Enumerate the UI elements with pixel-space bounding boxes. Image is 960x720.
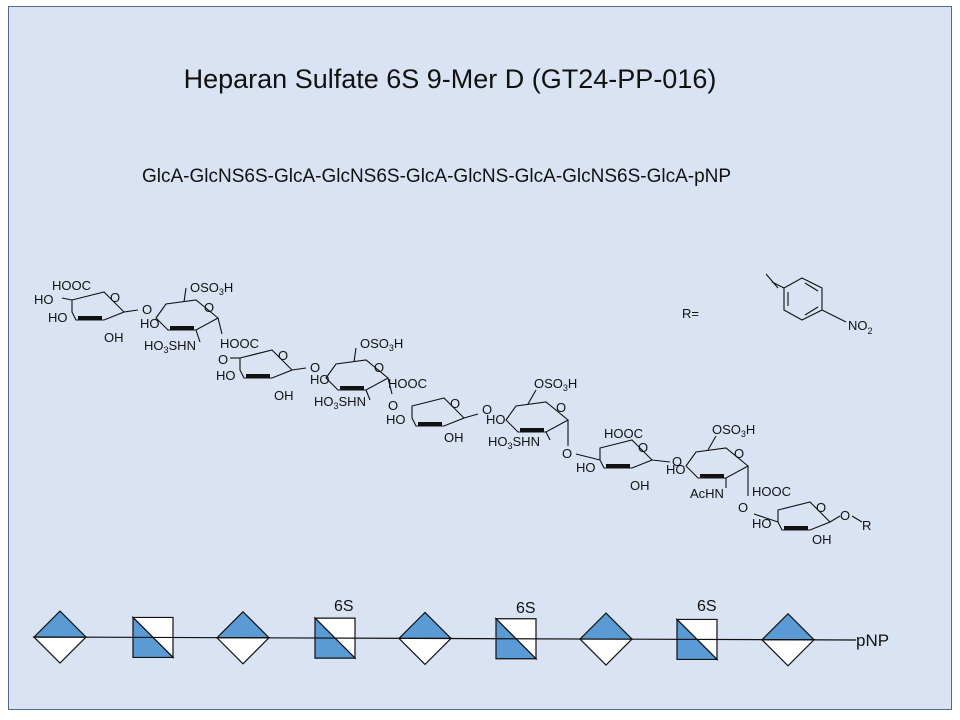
- label-o: O: [482, 402, 492, 417]
- label-ho3shn: HO3SHN: [314, 394, 366, 411]
- label-o: O: [278, 348, 288, 363]
- label-r: R: [862, 518, 871, 533]
- ring-glca-1: HOOC HO HO OH O O: [34, 278, 152, 345]
- label-ho: HO: [576, 460, 596, 475]
- sulfation-label-6s: 6S: [697, 598, 717, 615]
- label-o: O: [374, 360, 384, 375]
- label-o: O: [142, 302, 152, 317]
- label-oh: OH: [812, 532, 832, 547]
- r-equals-label: R=: [682, 306, 699, 321]
- label-o: O: [218, 352, 228, 367]
- label-ho3shn: HO3SHN: [488, 434, 540, 451]
- label-oso3h: OSO3H: [534, 376, 577, 393]
- label-oh: OH: [274, 388, 294, 403]
- label-ho3shn: HO3SHN: [144, 338, 196, 355]
- glca-top-half: [32, 610, 88, 638]
- label-o: O: [450, 396, 460, 411]
- no2-label: NO2: [848, 318, 873, 336]
- ring-glcns6s-1: OSO3H HO HO3SHN O: [140, 280, 233, 355]
- label-o: O: [556, 400, 566, 415]
- label-oh: OH: [104, 330, 124, 345]
- page-title: Heparan Sulfate 6S 9-Mer D (GT24-PP-016): [183, 64, 717, 94]
- label-ho: HO: [386, 412, 406, 427]
- label-ho: HO: [752, 516, 772, 531]
- label-o: O: [672, 454, 682, 469]
- glca-bottom-half: [397, 637, 453, 666]
- glca-top-half: [760, 612, 816, 641]
- label-hooc: HOOC: [752, 484, 791, 499]
- label-oso3h: OSO3H: [712, 422, 755, 439]
- glca-bottom-half: [760, 639, 816, 667]
- label-ho: HO: [310, 372, 330, 387]
- label-ho: HO: [140, 316, 160, 331]
- label-hooc: HOOC: [388, 376, 427, 391]
- label-oso3h: OSO3H: [360, 336, 403, 353]
- symbol-chain: pNP 6S 6S 6S: [32, 598, 889, 667]
- chain-backbone-line: [35, 636, 857, 641]
- ring-glca-4: HOOC O HO OH O O: [562, 426, 682, 493]
- sulfation-label-6s: 6S: [334, 598, 354, 615]
- label-o: O: [738, 500, 748, 515]
- label-ho: HO: [34, 292, 54, 307]
- pnp-label: pNP: [856, 631, 889, 650]
- label-ho: HO: [666, 462, 686, 477]
- ring-glcns: OSO3H HO AcHN O: [666, 422, 755, 501]
- label-oh: OH: [630, 478, 650, 493]
- glca-bottom-half: [215, 637, 271, 665]
- label-oh: OH: [444, 430, 464, 445]
- label-o: O: [562, 446, 572, 461]
- sequence-text: GlcA-GlcNS6S-GlcA-GlcNS6S-GlcA-GlcNS-Glc…: [142, 166, 732, 187]
- ring-glca-5: HOOC O HO OH O O R: [738, 484, 871, 547]
- label-ho: HO: [216, 368, 236, 383]
- ring-glca-2: HOOC O HO OH O O: [216, 336, 320, 403]
- label-o: O: [734, 446, 744, 461]
- label-o: O: [638, 440, 648, 455]
- label-hooc: HOOC: [220, 336, 259, 351]
- chemical-structure: HOOC HO HO OH O O OSO3H HO HO3SHN O HOOC: [34, 278, 871, 547]
- label-hooc: HOOC: [604, 426, 643, 441]
- label-o: O: [204, 300, 214, 315]
- nitrophenyl-structure: NO2: [765, 273, 873, 336]
- label-hooc: HOOC: [52, 278, 91, 293]
- label-achn: AcHN: [690, 486, 724, 501]
- label-o: O: [816, 500, 826, 515]
- glca-bottom-half: [578, 638, 634, 666]
- label-o: O: [110, 290, 120, 305]
- label-o: O: [388, 398, 398, 413]
- ring-glca-3: HOOC O HO OH O O: [386, 376, 492, 445]
- sulfation-label-6s: 6S: [516, 600, 536, 617]
- ring-glcns6s-3: OSO3H HO HO3SHN O: [486, 376, 577, 451]
- slide-background: [8, 6, 952, 710]
- label-oso3h: OSO3H: [190, 280, 233, 297]
- glca-bottom-half: [32, 636, 88, 664]
- label-ho: HO: [486, 412, 506, 427]
- glca-top-half: [578, 612, 634, 640]
- ring-glcns6s-2: OSO3H HO HO3SHN O: [310, 336, 403, 411]
- label-o: O: [310, 360, 320, 375]
- label-o: O: [840, 508, 850, 523]
- glca-top-half: [215, 610, 271, 639]
- r-group-definition: R= NO2: [682, 273, 873, 336]
- glca-top-half: [397, 611, 453, 640]
- label-ho: HO: [48, 310, 68, 325]
